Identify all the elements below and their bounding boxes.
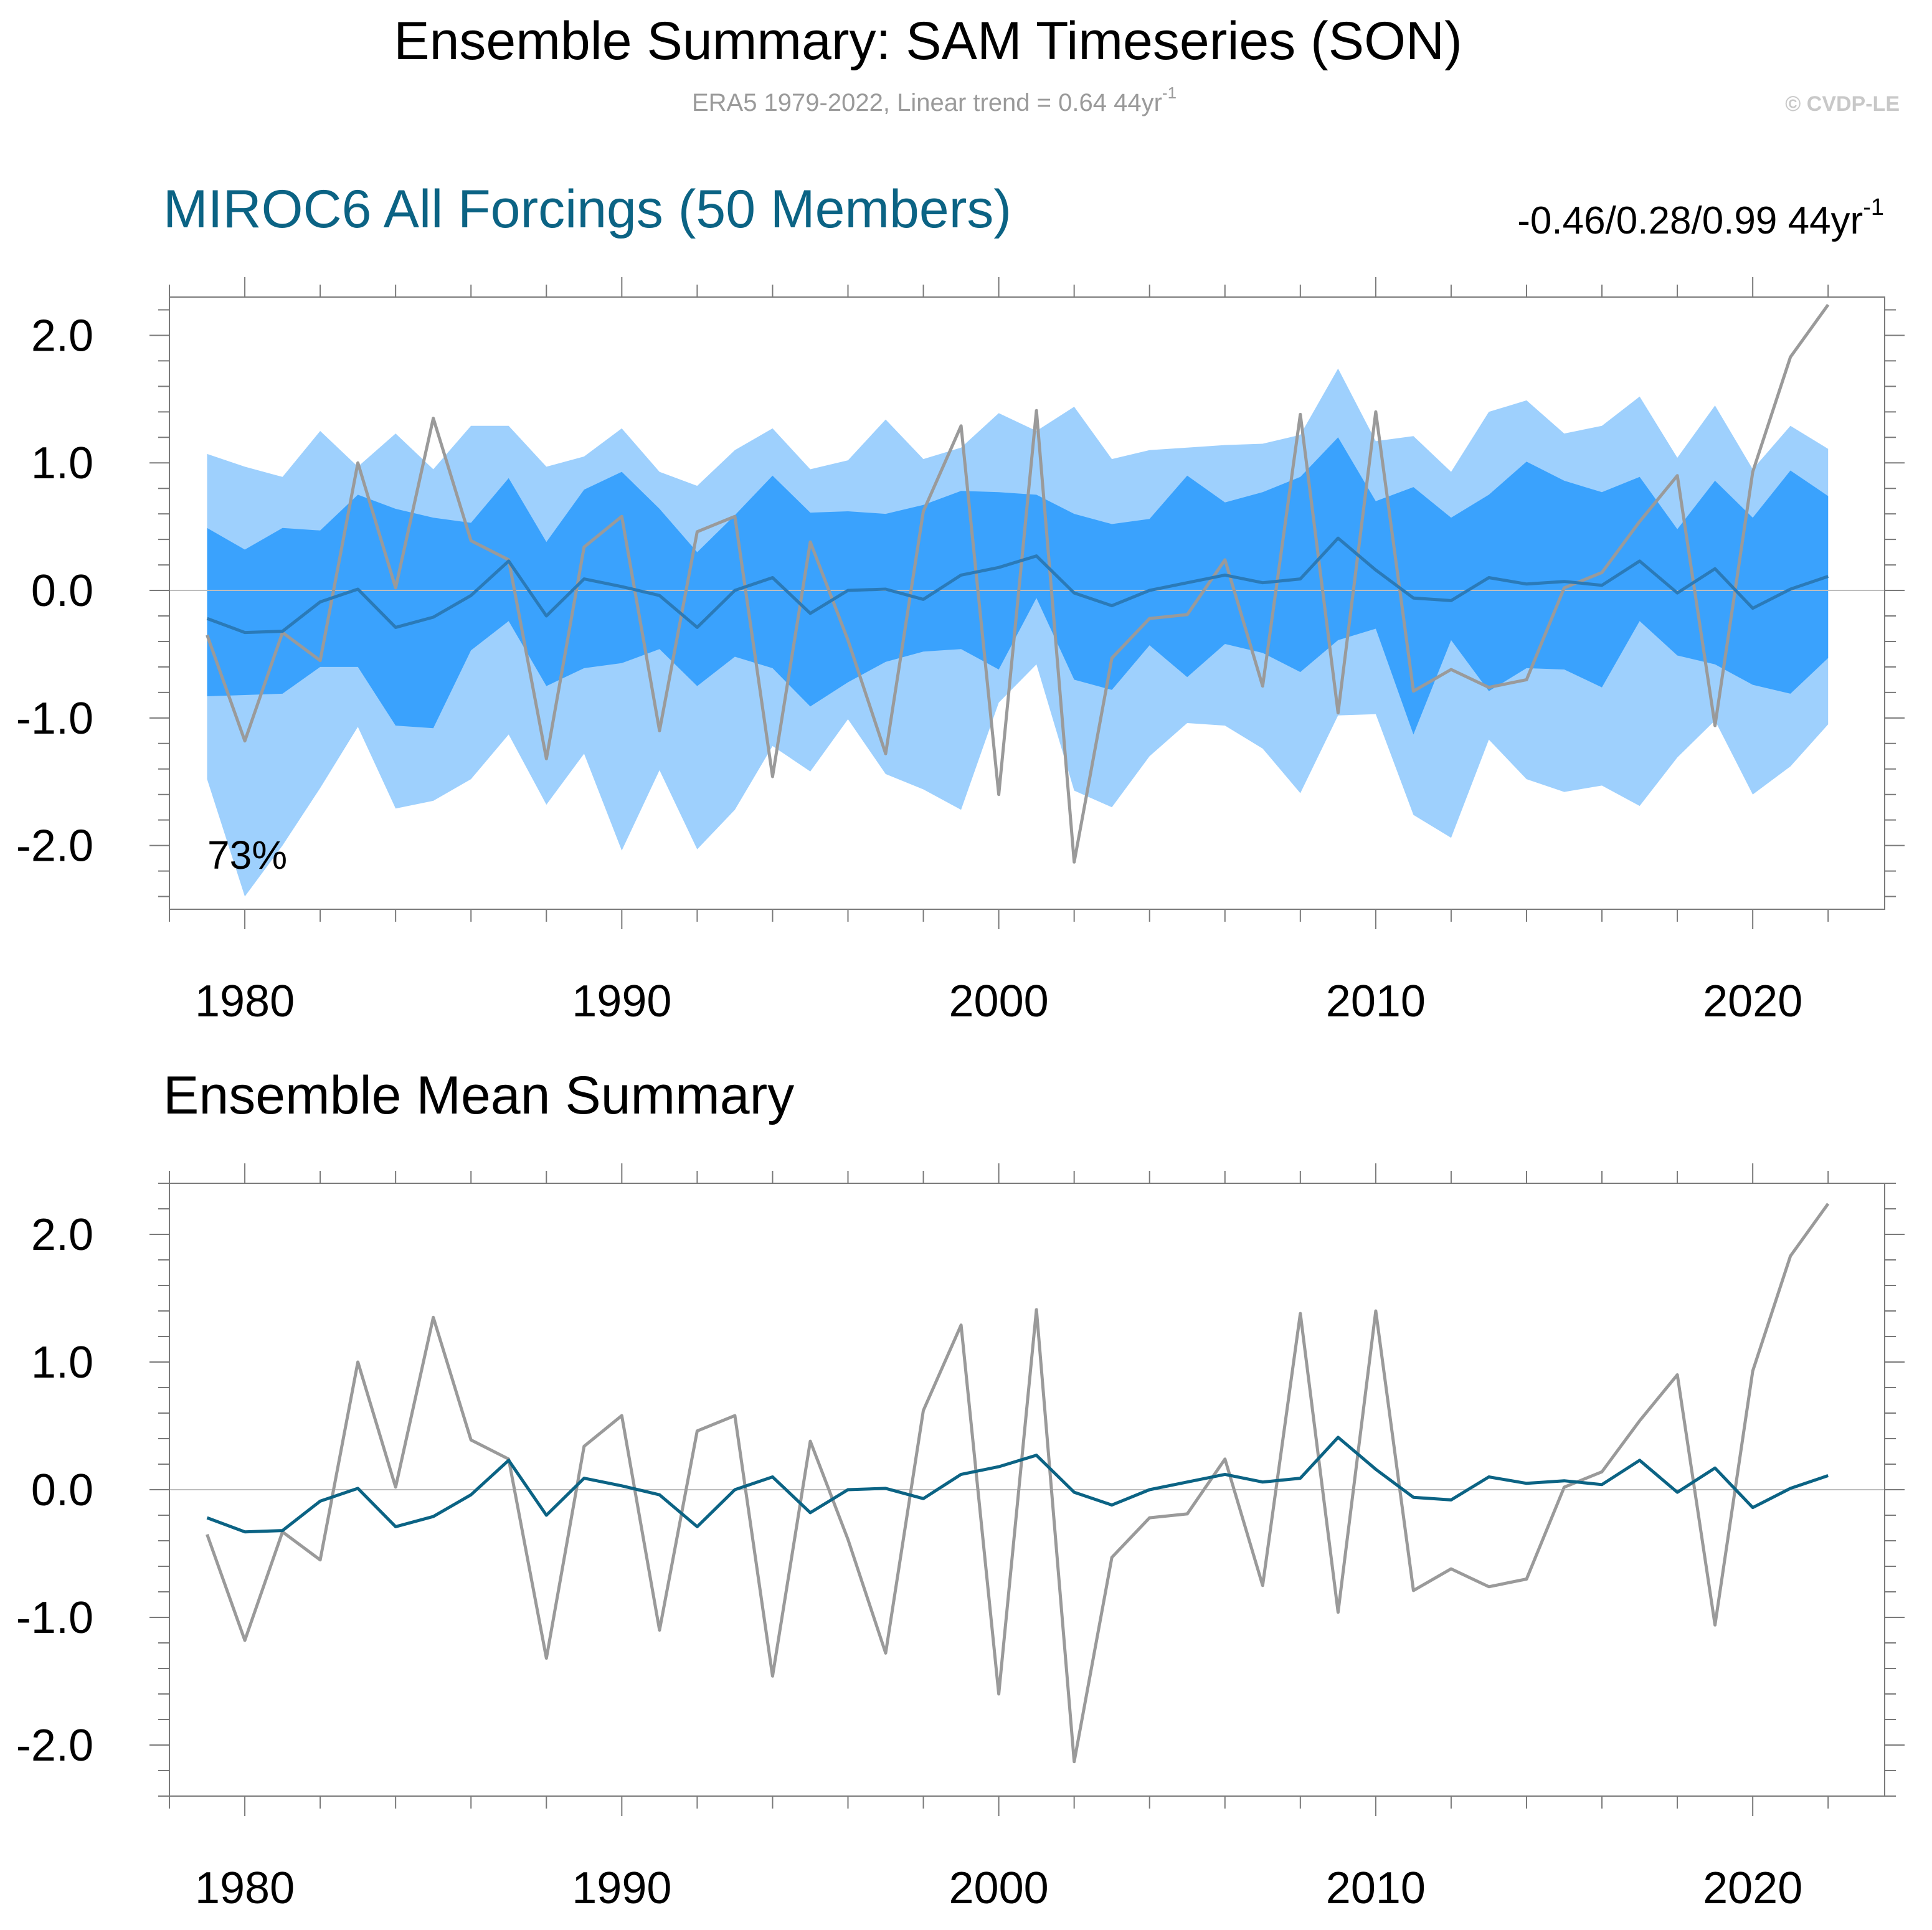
- panel1-title: MIROC6 All Forcings (50 Members): [163, 179, 1011, 239]
- ensemble-mean-line: [206, 1436, 1829, 1534]
- x-tick-label: 2020: [1703, 977, 1802, 1026]
- subtitle-text: ERA5 1979-2022, Linear trend = 0.64 44yr: [692, 89, 1162, 116]
- panel2-plot-area: 1980 1990 2000 2010 2020 2.0 1.0 0.0 -1.0 -2.0: [16, 1163, 1905, 1913]
- era5-line: [206, 1203, 1830, 1764]
- panel1-plot-area: 1980 1990 2000 2010 2020 2.0 1.0 0.0 -1.0 -2.0: [16, 277, 1905, 1026]
- y-tick-label: 2.0: [31, 1210, 93, 1260]
- y-tick-label: -1.0: [16, 1593, 93, 1643]
- trend-text: -0.46/0.28/0.99 44yr: [1517, 199, 1863, 242]
- y-tick-label: 2.0: [31, 311, 93, 361]
- copyright: © CVDP-LE: [1785, 92, 1900, 116]
- x-tick-label: 2000: [949, 1863, 1049, 1913]
- x-tick-label: 2020: [1703, 1863, 1802, 1913]
- ensemble-mean-panel: Ensemble Mean Summary 1980 1990 2000 2010 20…: [16, 1066, 1905, 1913]
- plot-frame: [169, 296, 1885, 910]
- x-tick-label: 1990: [572, 1863, 671, 1913]
- trend-superscript: -1: [1863, 194, 1884, 220]
- figure-subtitle: ERA5 1979-2022, Linear trend = 0.64 44yr…: [692, 83, 1177, 116]
- y-tick-label: -2.0: [16, 821, 93, 871]
- y-tick-label: -1.0: [16, 694, 93, 744]
- ensemble-spread-panel: MIROC6 All Forcings (50 Members) -0.46/0…: [16, 179, 1905, 1026]
- y-tick-label: 1.0: [31, 1338, 93, 1388]
- x-tick-label: 2010: [1326, 1863, 1426, 1913]
- figure-title: Ensemble Summary: SAM Timeseries (SON): [394, 11, 1462, 71]
- x-tick-label: 1990: [572, 977, 671, 1026]
- x-tick-label: 1980: [195, 977, 295, 1026]
- x-tick-label: 2000: [949, 977, 1049, 1026]
- era5-line: [206, 303, 1830, 864]
- panel2-title: Ensemble Mean Summary: [163, 1066, 794, 1125]
- y-tick-label: -2.0: [16, 1721, 93, 1771]
- y-tick-label: 0.0: [31, 566, 93, 616]
- ensemble-mean-line: [206, 536, 1829, 635]
- subtitle-superscript: -1: [1162, 83, 1177, 102]
- panel1-trend: -0.46/0.28/0.99 44yr-1: [1517, 194, 1884, 242]
- percent-annotation: 73%: [207, 833, 287, 877]
- x-tick-label: 2010: [1326, 977, 1426, 1026]
- y-tick-label: 0.0: [31, 1465, 93, 1515]
- inner-spread-band: [207, 437, 1829, 735]
- x-tick-label: 1980: [195, 1863, 295, 1913]
- y-tick-label: 1.0: [31, 438, 93, 488]
